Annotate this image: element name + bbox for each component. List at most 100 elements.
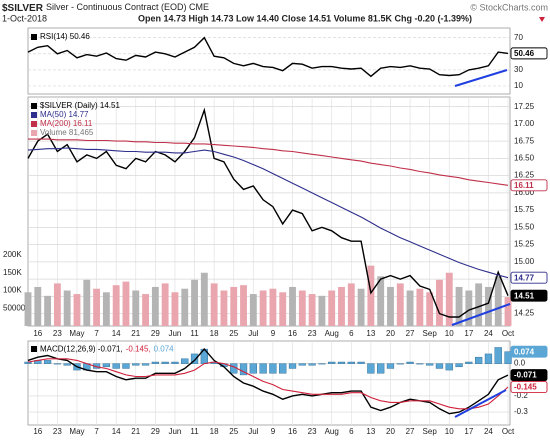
volume-bar	[445, 272, 453, 326]
volume-bar	[357, 288, 365, 326]
volume-bar	[426, 292, 434, 326]
volume-bar	[377, 276, 385, 326]
volume-bar	[132, 290, 140, 326]
histogram-bar	[484, 353, 493, 364]
x-tick-label: 14	[112, 427, 121, 436]
x-tick-label: 13	[366, 427, 375, 436]
x-tick-label: 21	[131, 329, 140, 338]
volume-bar	[34, 286, 42, 326]
x-tick-label: 17	[464, 427, 473, 436]
histogram-bar	[426, 363, 434, 366]
histogram-bar	[141, 363, 150, 366]
x-tick-label: 18	[210, 427, 219, 436]
volume-bar	[347, 283, 355, 326]
x-tick-label: 16	[288, 427, 297, 436]
histogram-bar	[435, 363, 444, 369]
y2-tick-label: 100K	[3, 286, 22, 295]
volume-bar	[308, 294, 316, 326]
value-box	[510, 47, 548, 60]
y2-tick-label: 200K	[3, 250, 22, 259]
volume-bar	[465, 290, 473, 326]
y-tick-label: 30	[514, 65, 523, 74]
volume-bar	[387, 286, 394, 326]
x-tick-label: Sep	[423, 427, 438, 436]
x-tick-label: 14	[112, 329, 121, 338]
volume-bar	[279, 292, 287, 326]
volume-bar	[504, 297, 512, 326]
x-tick-label: Jun	[168, 329, 181, 338]
x-tick-label: 13	[366, 329, 375, 338]
histogram-bar	[406, 361, 414, 364]
volume-bar	[191, 279, 198, 326]
histogram-bar	[279, 363, 287, 374]
histogram-bar	[318, 363, 326, 365]
histogram-bar	[445, 363, 453, 371]
y-tick-label: 16.00	[514, 188, 535, 197]
legend-swatch	[31, 130, 37, 136]
histogram-bar	[298, 363, 306, 366]
value-box-label: 16.11	[514, 181, 534, 190]
histogram-bar	[53, 363, 62, 365]
legend-label: MA(50) 14.77	[40, 110, 89, 119]
volume-bar	[210, 283, 218, 326]
x-tick-label: 9	[271, 427, 276, 436]
histogram-bar	[24, 361, 32, 364]
y-tick-label: 14.25	[514, 309, 535, 318]
histogram-bar	[328, 361, 336, 364]
histogram-bar	[161, 361, 169, 364]
x-tick-label: Aug	[325, 329, 339, 338]
volume-bar	[416, 288, 424, 326]
legend-label: 0.074	[154, 345, 175, 354]
volume-bar	[338, 286, 345, 326]
volume-bar	[200, 272, 208, 326]
histogram-bar	[455, 363, 463, 368]
value-box-label: -0.145	[514, 383, 537, 392]
y-tick-label: 70	[514, 33, 523, 42]
histogram-bar	[396, 363, 404, 365]
volume-bar	[230, 286, 238, 326]
y-tick-label: 15.75	[514, 205, 535, 214]
x-tick-label: 7	[94, 329, 99, 338]
value-box-label: 50.46	[514, 49, 535, 58]
series-line	[27, 107, 509, 318]
legend-label: MA(200) 16.11	[40, 119, 93, 128]
volume-bar	[298, 290, 306, 326]
histogram-bar	[63, 363, 71, 366]
trend-line	[454, 389, 507, 418]
histogram-bar	[337, 361, 346, 364]
x-tick-label: 6	[349, 329, 354, 338]
legend-label: Volume 81,465	[40, 128, 94, 137]
volume-bar	[142, 294, 149, 326]
volume-bar	[485, 286, 492, 326]
histogram-bar	[386, 363, 395, 369]
x-tick-label: 16	[288, 329, 297, 338]
volume-bar	[161, 283, 169, 326]
x-tick-label: 10	[445, 427, 454, 436]
volume-bar	[122, 281, 130, 326]
x-tick-label: 29	[151, 329, 160, 338]
volume-bar	[112, 285, 120, 326]
legend-swatch	[31, 121, 37, 127]
x-tick-label: 27	[406, 329, 415, 338]
volume-bar	[63, 290, 71, 326]
histogram-bar	[416, 363, 424, 365]
chart-header: $SILVER Silver - Continuous Contract (EOD…	[2, 2, 209, 13]
y-tick-label: -0.3	[514, 407, 528, 416]
x-tick-label: Oct	[502, 427, 515, 436]
legend-label: $SILVER (Daily) 14.51	[40, 101, 120, 110]
histogram-bar	[377, 363, 385, 374]
y-tick-label: -0.2	[514, 391, 528, 400]
legend-swatch	[31, 112, 37, 118]
x-tick-label: 7	[94, 427, 99, 436]
volume-bar	[83, 279, 91, 326]
value-box-label: 0.074	[514, 347, 535, 356]
date: 1-Oct-2018	[2, 13, 47, 23]
y-tick-label: 17.00	[514, 119, 535, 128]
x-tick-label: 24	[484, 427, 493, 436]
x-tick-label: 9	[271, 329, 276, 338]
x-tick-label: Jun	[168, 427, 181, 436]
volume-bar	[259, 290, 267, 326]
y-tick-label: 10	[514, 81, 523, 90]
value-box	[510, 271, 548, 284]
y-tick-label: 17.25	[514, 102, 535, 111]
